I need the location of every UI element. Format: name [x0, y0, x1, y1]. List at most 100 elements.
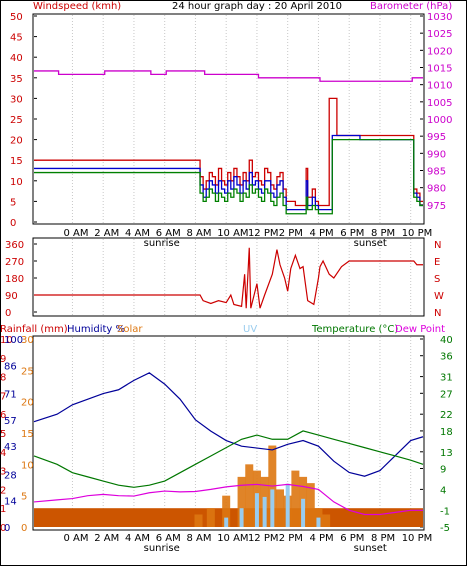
uv-axis-label: UV — [243, 324, 257, 335]
wind-tick-label: 30 — [10, 94, 23, 105]
solar-tick-label: 15 — [21, 429, 34, 440]
solar-bar — [194, 514, 203, 527]
humidity-axis-label: Humidity % — [67, 324, 125, 335]
chart-title: 24 hour graph day : 20 April 2010 — [172, 1, 342, 12]
uv-bar — [270, 489, 275, 527]
temperature-tick-label: 40 — [440, 335, 453, 346]
temperature-tick-label: 22 — [440, 410, 453, 421]
panel-direction-frame — [32, 237, 425, 317]
solar-bar — [291, 470, 300, 527]
compass-tick-label: N — [434, 308, 441, 319]
sunset-label: sunset — [354, 543, 387, 554]
uv-bar — [301, 498, 306, 527]
baro-tick-label: 1030 — [427, 12, 452, 23]
rain-tick-label: 9 — [0, 354, 6, 365]
uv-bar — [239, 508, 244, 527]
wind-gust-line — [34, 97, 423, 207]
time-tick-label: 2 AM — [94, 228, 119, 239]
baro-tick-label: 1000 — [427, 115, 452, 126]
compass-tick-label: S — [434, 274, 440, 285]
baro-tick-label: 980 — [427, 184, 446, 195]
rain-tick-label: 6 — [0, 410, 6, 421]
time-tick-label: 0 AM — [63, 533, 88, 544]
temperature-tick-label: 18 — [440, 427, 453, 438]
rain-tick-label: 2 — [0, 485, 6, 496]
compass-tick-label: N — [434, 240, 441, 251]
wind-direction-line — [34, 247, 423, 309]
uv-bar — [254, 493, 259, 527]
solar-bar — [322, 514, 331, 527]
direction-tick-label: 0 — [5, 308, 11, 319]
time-tick-label: 10 PM — [402, 228, 433, 239]
solar-axis-label: Solar — [117, 324, 143, 335]
wind-tick-label: 40 — [10, 53, 23, 64]
chart-marks: 0 AM 2 AM 4 AM 6 AM 8 AM 10 AM 12 PM 2 PM 4 PM 6 … — [0, 12, 453, 554]
time-tick-label: 10 AM — [217, 228, 248, 239]
compass-tick-label: W — [434, 291, 444, 302]
uv-bar — [262, 496, 267, 527]
temperature-tick-label: 31 — [440, 373, 453, 384]
rain-tick-label: 7 — [0, 391, 6, 402]
baro-tick-label: 975 — [427, 201, 446, 212]
rain-tick-label: 1 — [0, 504, 6, 515]
solar-bar — [206, 508, 215, 527]
wind-tick-label: 45 — [10, 33, 23, 44]
humidity-tick-label: 14 — [4, 497, 17, 508]
time-tick-label: 8 AM — [186, 533, 211, 544]
humidity-tick-label: 57 — [4, 416, 17, 427]
solar-bar — [245, 464, 254, 527]
rainfall-axis-label: Rainfall (mm) — [0, 324, 68, 335]
baro-tick-label: 1015 — [427, 64, 452, 75]
rain-tick-label: 8 — [0, 373, 6, 384]
baro-tick-label: 985 — [427, 167, 446, 178]
time-tick-label: 8 AM — [186, 228, 211, 239]
humidity-tick-label: 86 — [4, 361, 17, 372]
time-tick-label: 2 PM — [279, 228, 303, 239]
wind-low-line — [34, 138, 423, 215]
direction-tick-label: 270 — [5, 257, 24, 268]
wind-tick-label: 5 — [10, 197, 16, 208]
humidity-tick-label: 100 — [4, 335, 23, 346]
wind-avg-line — [34, 134, 423, 211]
baro-tick-label: 990 — [427, 149, 446, 160]
panel-wind-frame — [32, 13, 425, 225]
rain-tick-label: 3 — [0, 467, 6, 478]
time-tick-label: 6 PM — [340, 533, 364, 544]
time-tick-label: 10 AM — [217, 533, 248, 544]
solar-tick-label: 30 — [21, 335, 34, 346]
temperature-tick-label: -5 — [440, 523, 450, 534]
rain-tick-label: 4 — [0, 448, 6, 459]
windspeed-axis-label: Windspeed (kmh) — [33, 1, 121, 12]
rain-tick-label: 10 — [0, 335, 13, 346]
sunrise-label: sunrise — [144, 543, 180, 554]
solar-bar — [306, 483, 315, 527]
baro-tick-label: 1010 — [427, 81, 452, 92]
solar-tick-label: 20 — [21, 398, 34, 409]
direction-tick-label: 90 — [5, 291, 18, 302]
sunset-label: sunset — [354, 238, 387, 249]
time-tick-label: 4 AM — [125, 228, 150, 239]
temperature-tick-label: 4 — [440, 485, 446, 496]
direction-tick-label: 360 — [5, 240, 24, 251]
solar-tick-label: 10 — [21, 460, 34, 471]
time-tick-label: 2 PM — [279, 533, 303, 544]
wind-tick-label: 0 — [10, 218, 16, 229]
baro-tick-label: 1025 — [427, 29, 452, 40]
dew-point-axis-label: Dew Point — [395, 324, 445, 335]
temperature-axis-label: Temperature (°C) — [311, 324, 398, 335]
temperature-tick-label: 13 — [440, 448, 453, 459]
direction-tick-label: 180 — [5, 274, 24, 285]
time-tick-label: 12 PM — [248, 228, 279, 239]
temperature-tick-label: 27 — [440, 389, 453, 400]
humidity-tick-label: 0 — [4, 523, 10, 534]
wind-tick-label: 50 — [10, 12, 23, 23]
time-tick-label: 0 AM — [63, 228, 88, 239]
humidity-tick-label: 71 — [4, 390, 17, 401]
time-tick-label: 6 AM — [156, 228, 181, 239]
compass-tick-label: E — [434, 257, 440, 268]
barometer-line — [34, 70, 423, 82]
solar-tick-label: 5 — [21, 492, 27, 503]
wind-tick-label: 35 — [10, 74, 23, 85]
